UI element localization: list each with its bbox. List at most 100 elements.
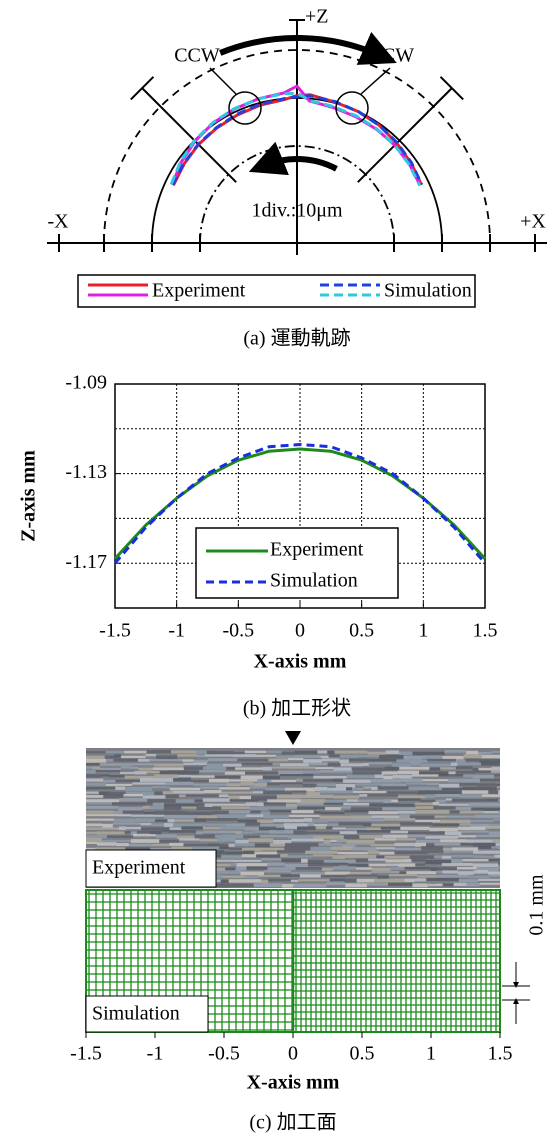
photo-streak [312, 854, 333, 857]
photo-streak [403, 755, 423, 760]
caption: (a) 運動軌跡 [243, 327, 350, 350]
photo-streak [86, 782, 106, 786]
photo-streak [422, 779, 449, 782]
photo-streak [195, 831, 204, 836]
photo-streak [243, 850, 255, 855]
photo-streak [230, 863, 237, 866]
x-tick-label: 1.5 [488, 1043, 513, 1065]
photo-streak [398, 803, 415, 807]
photo-streak [226, 783, 241, 787]
photo-streak [245, 771, 279, 775]
photo-streak [365, 827, 381, 831]
photo-streak [382, 834, 408, 838]
photo-streak [371, 786, 378, 791]
photo-streak [444, 750, 467, 753]
photo-streak [298, 879, 330, 882]
photo-streak [490, 770, 500, 773]
photo-streak [137, 759, 150, 762]
photo-streak [169, 842, 184, 846]
photo-streak [252, 830, 269, 833]
photo-streak [195, 750, 207, 754]
photo-streak [442, 755, 464, 760]
photo-streak [226, 766, 236, 770]
photo-streak [171, 846, 192, 850]
photo-streak [371, 867, 391, 871]
photo-streak [339, 759, 349, 764]
photo-streak [498, 810, 500, 815]
photo-streak [154, 774, 178, 779]
x-tick-label: -1 [147, 1043, 164, 1065]
photo-streak [442, 847, 453, 851]
photo-streak [261, 879, 269, 884]
photo-streak [122, 810, 144, 814]
photo-streak [208, 870, 241, 874]
photo-streak [221, 791, 253, 794]
photo-streak [379, 851, 395, 855]
photo-streak [346, 874, 378, 877]
caption: (c) 加工面 [249, 1111, 336, 1134]
photo-streak [473, 855, 484, 858]
photo-streak [173, 823, 205, 827]
photo-streak [303, 759, 323, 763]
photo-streak [279, 782, 303, 785]
photo-streak [284, 787, 315, 792]
photo-streak [344, 854, 377, 858]
photo-streak [369, 758, 397, 762]
photo-streak [362, 822, 372, 827]
photo-streak [440, 839, 467, 843]
leader-line [209, 67, 237, 95]
photo-streak [395, 847, 422, 852]
photo-streak [455, 766, 473, 770]
highlight-circle [228, 91, 262, 125]
photo-streak [229, 779, 258, 782]
photo-streak [350, 807, 383, 811]
photo-streak [206, 750, 217, 755]
photo-streak [349, 871, 372, 875]
photo-streak [479, 759, 500, 763]
photo-streak [449, 850, 474, 853]
photo-streak [99, 763, 133, 766]
photo-streak [135, 818, 155, 822]
photo-streak [169, 787, 201, 791]
photo-streak [481, 754, 500, 759]
photo-streak [367, 751, 386, 755]
photo-streak [451, 855, 474, 858]
photo-streak [351, 767, 385, 772]
photo-streak [438, 774, 464, 777]
photo-streak [228, 843, 235, 847]
photo-streak [441, 863, 473, 866]
photo-streak [293, 830, 307, 835]
photo-streak [228, 879, 262, 883]
photo-streak [258, 826, 276, 831]
photo-streak [336, 838, 347, 843]
photo-streak [288, 766, 316, 769]
photo-streak [448, 771, 456, 776]
photo-streak [493, 818, 500, 821]
photo-streak [329, 878, 345, 881]
photo-streak [330, 846, 353, 851]
y-tick-label: -1.17 [65, 551, 107, 573]
photo-streak [327, 787, 347, 792]
photo-streak [152, 767, 184, 771]
photo-streak [233, 859, 262, 862]
photo-streak [420, 799, 436, 803]
photo-streak [171, 750, 196, 754]
x-tick-label: -1 [168, 620, 185, 642]
photo-streak [161, 830, 169, 833]
photo-streak [154, 763, 184, 767]
photo-streak [245, 802, 257, 806]
photo-streak [151, 823, 165, 827]
photo-streak [86, 806, 119, 809]
photo-streak [113, 758, 138, 762]
photo-streak [275, 755, 295, 759]
photo-streak [241, 831, 253, 834]
photo-streak [197, 754, 205, 758]
photo-streak [415, 863, 425, 866]
x-tick-label: 0.5 [350, 1043, 375, 1065]
photo-streak [346, 799, 358, 802]
photo-streak [174, 819, 195, 822]
photo-streak [113, 818, 136, 823]
photo-streak [172, 790, 204, 794]
photo-streak [265, 787, 285, 791]
photo-streak [143, 811, 154, 814]
